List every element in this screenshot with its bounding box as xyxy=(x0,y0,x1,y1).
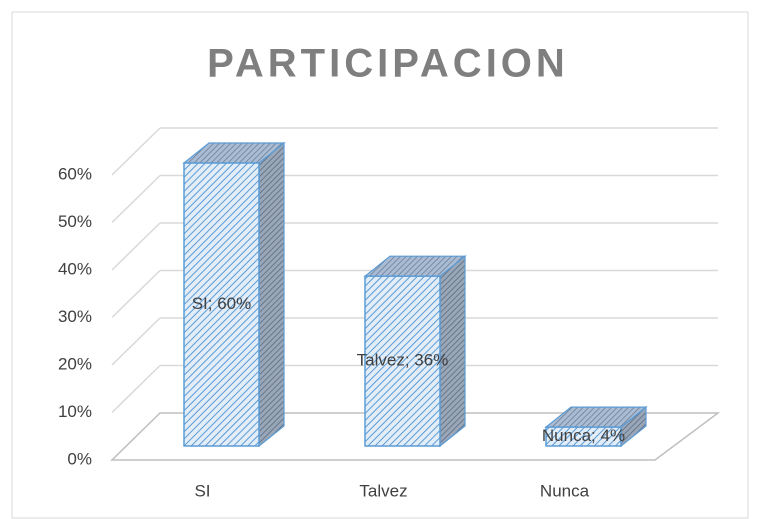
grid-line xyxy=(111,174,161,224)
y-tick-label: 50% xyxy=(58,212,92,231)
bar xyxy=(183,162,260,447)
x-tick-label: SI xyxy=(194,481,210,500)
grid-line xyxy=(111,269,161,319)
y-tick-label: 60% xyxy=(58,164,92,183)
chart-title: PARTICIPACION xyxy=(207,42,569,86)
data-label: Nunca; 4% xyxy=(542,426,625,445)
bar xyxy=(545,426,622,447)
grid-line xyxy=(111,222,161,271)
y-tick-label: 0% xyxy=(67,449,92,468)
bar-side xyxy=(258,141,285,448)
bar xyxy=(364,275,441,447)
data-label: SI; 60% xyxy=(192,294,252,313)
y-tick-label: 40% xyxy=(58,259,92,278)
y-tick-label: 20% xyxy=(58,354,92,373)
grid-line xyxy=(111,317,161,366)
data-label: Talvez; 36% xyxy=(357,351,449,370)
x-tick-label: Nunca xyxy=(540,481,590,500)
x-tick-label: Talvez xyxy=(359,481,407,500)
y-tick-label: 10% xyxy=(58,402,92,421)
y-tick-label: 30% xyxy=(58,307,92,326)
grid-line xyxy=(111,127,161,176)
floor xyxy=(110,412,721,461)
grid-line xyxy=(111,364,161,414)
